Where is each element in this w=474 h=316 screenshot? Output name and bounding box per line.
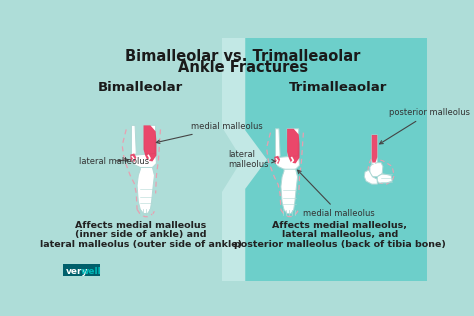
- Bar: [63, 264, 100, 276]
- Polygon shape: [222, 38, 267, 281]
- Text: Bimalleolar vs. Trimalleaolar: Bimalleolar vs. Trimalleaolar: [125, 49, 361, 64]
- Text: lateral malleolus (outer side of ankle): lateral malleolus (outer side of ankle): [39, 240, 242, 249]
- Polygon shape: [130, 154, 137, 162]
- Polygon shape: [281, 169, 298, 214]
- Text: Bimalleolar: Bimalleolar: [98, 81, 183, 94]
- Text: medial malleolus: medial malleolus: [298, 170, 375, 218]
- Polygon shape: [137, 167, 155, 214]
- Text: (inner side of ankle) and: (inner side of ankle) and: [75, 230, 206, 240]
- Polygon shape: [275, 156, 300, 170]
- Text: lateral malleolus, and: lateral malleolus, and: [282, 230, 398, 240]
- Polygon shape: [275, 129, 280, 160]
- Text: Affects medial malleolus: Affects medial malleolus: [75, 221, 206, 230]
- Text: Trimalleaolar: Trimalleaolar: [289, 81, 387, 94]
- Text: medial malleolus: medial malleolus: [156, 122, 263, 143]
- Text: Affects medial malleolus,: Affects medial malleolus,: [272, 221, 407, 230]
- Polygon shape: [274, 156, 280, 164]
- Bar: [243, 38, 427, 281]
- Polygon shape: [131, 125, 137, 157]
- Text: posterior malleolus: posterior malleolus: [380, 108, 470, 144]
- Polygon shape: [287, 129, 300, 163]
- Polygon shape: [131, 154, 156, 169]
- Polygon shape: [144, 125, 156, 161]
- Polygon shape: [377, 174, 392, 183]
- Polygon shape: [144, 125, 155, 155]
- Text: posterior malleolus (back of tibia bone): posterior malleolus (back of tibia bone): [234, 240, 446, 249]
- Polygon shape: [372, 135, 377, 166]
- Text: Ankle Fractures: Ankle Fractures: [178, 60, 308, 75]
- Text: well: well: [81, 267, 102, 276]
- Polygon shape: [370, 163, 383, 177]
- Polygon shape: [365, 170, 377, 184]
- Text: very: very: [65, 267, 88, 276]
- Text: lateral
malleolus: lateral malleolus: [228, 150, 275, 169]
- Polygon shape: [372, 135, 377, 163]
- Polygon shape: [287, 129, 299, 158]
- Text: lateral malleolus: lateral malleolus: [79, 157, 149, 166]
